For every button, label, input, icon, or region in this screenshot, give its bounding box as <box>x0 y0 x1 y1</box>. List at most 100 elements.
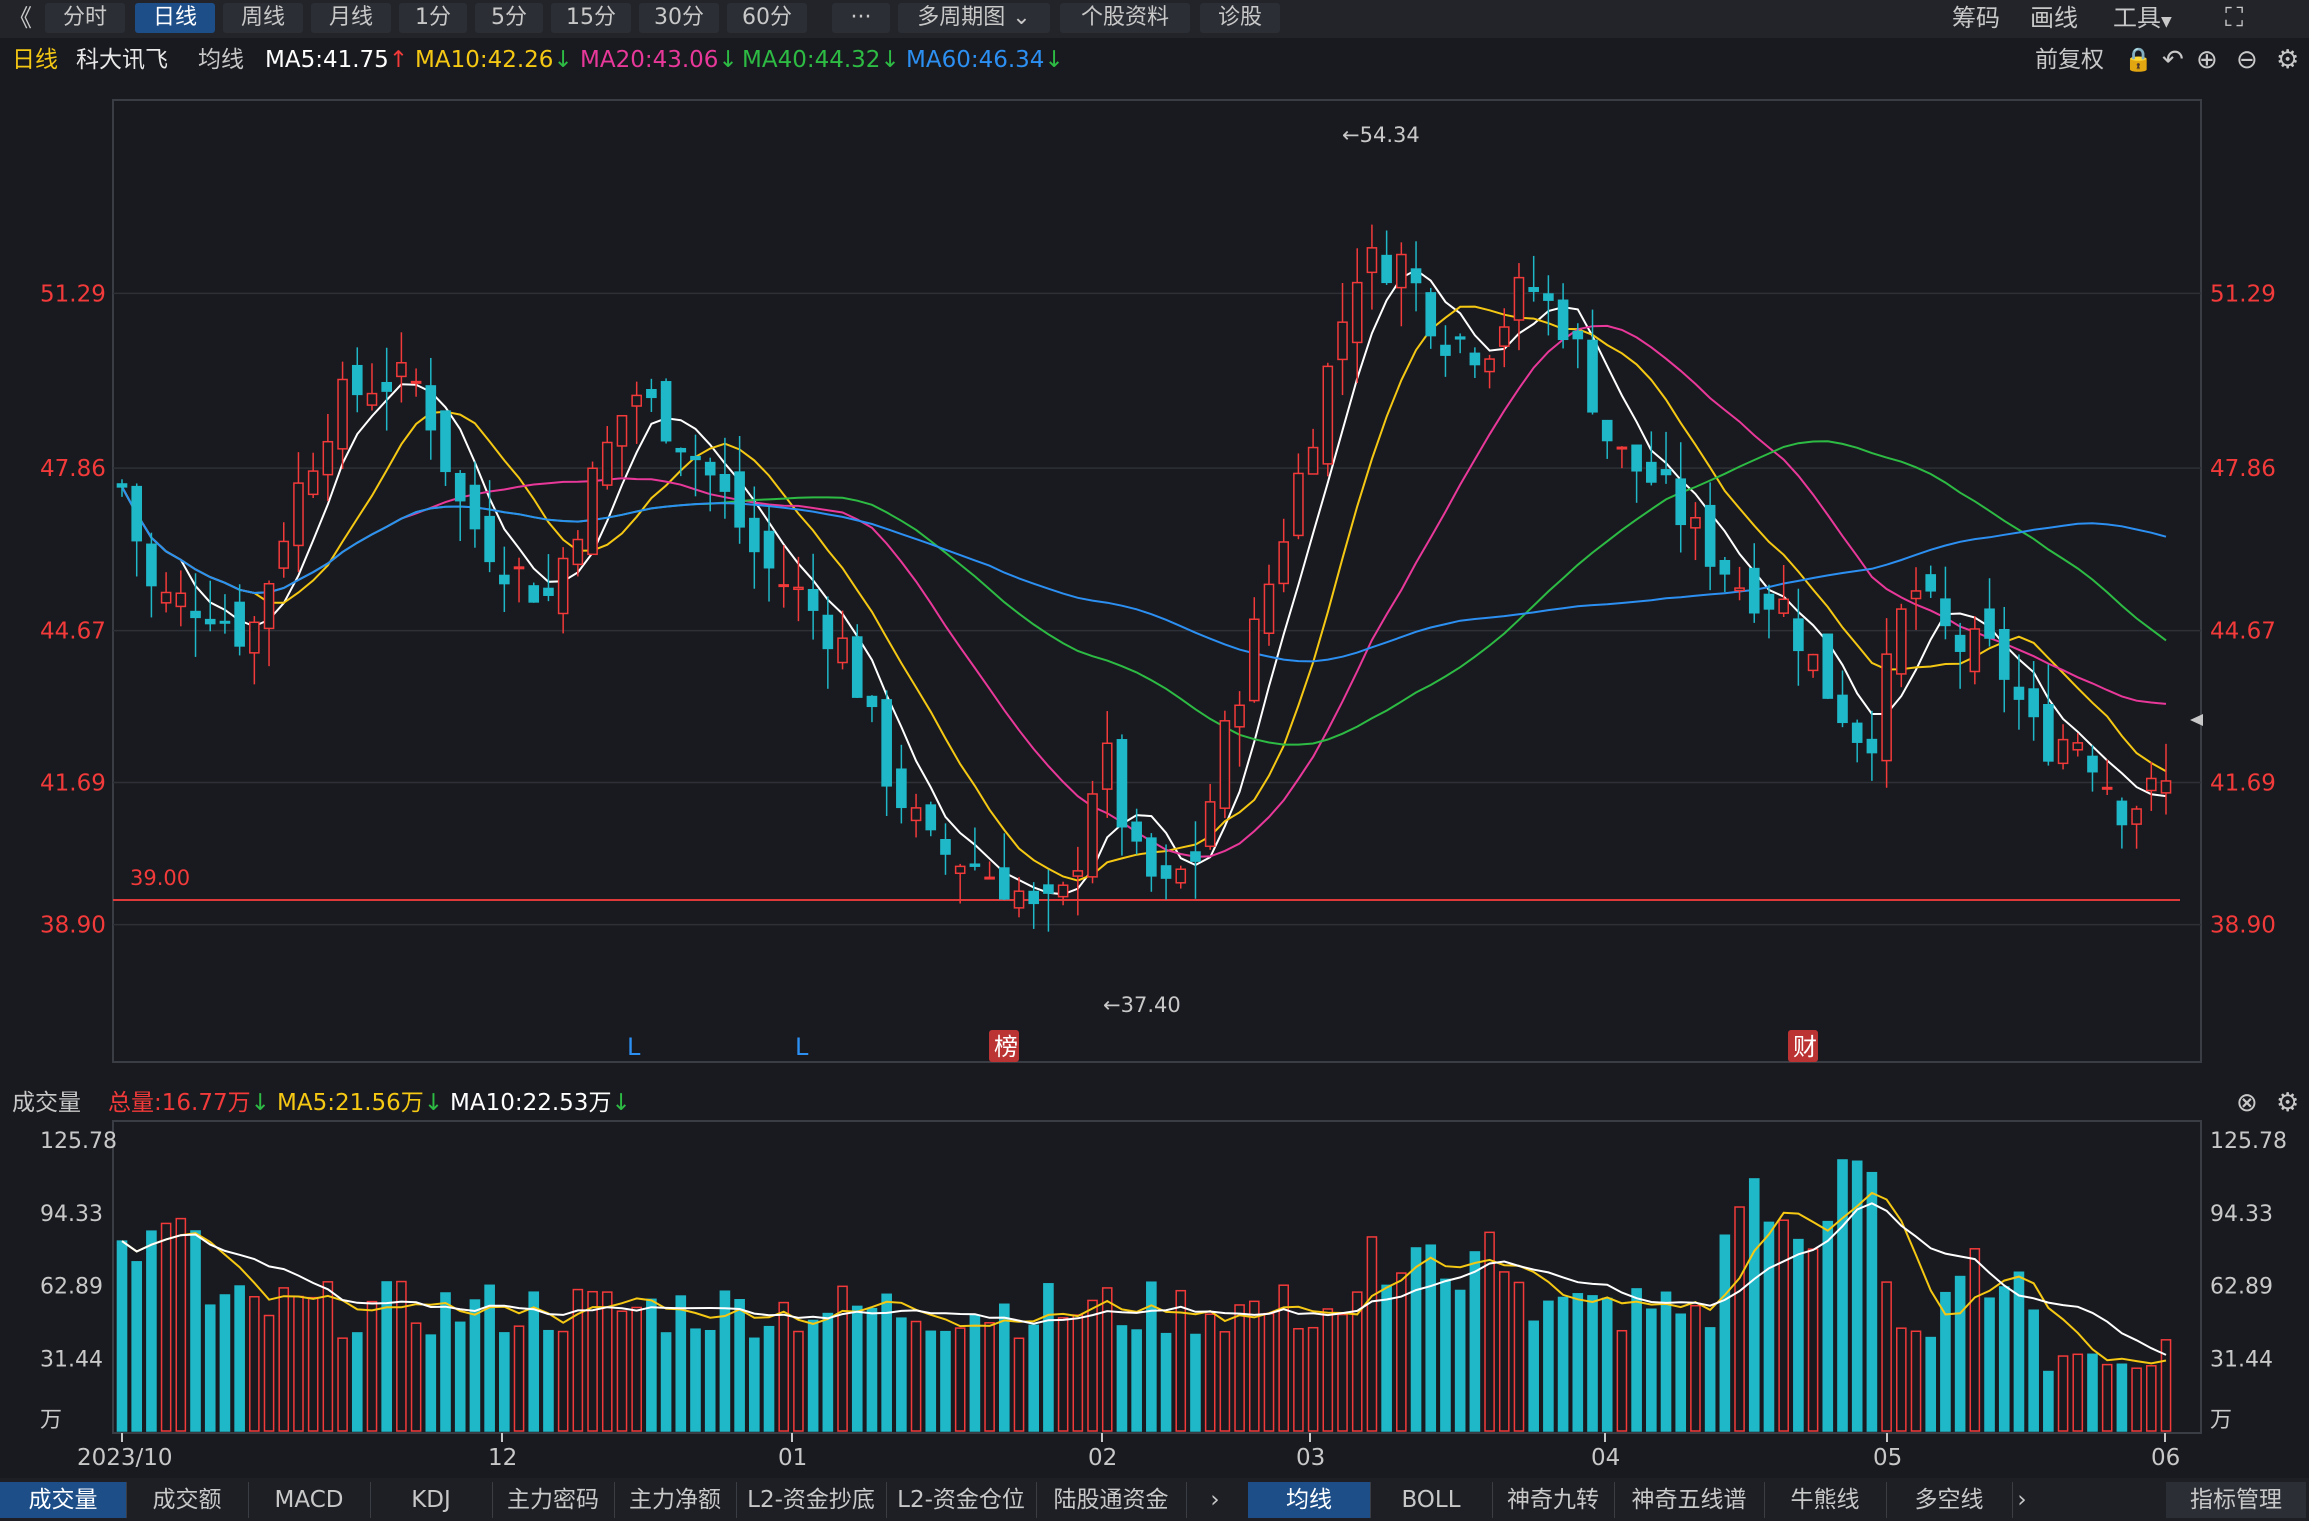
candle-body <box>1748 567 1760 614</box>
x-label: 12 <box>488 1445 517 1471</box>
volume-bar <box>337 1337 348 1432</box>
draw-line-button[interactable]: 画线 <box>2030 4 2078 32</box>
indicator-tab-8[interactable]: 陆股通资金 <box>1036 1482 1187 1518</box>
indicator-tab-0[interactable]: 成交量 <box>0 1482 127 1518</box>
candle-body <box>2057 738 2069 765</box>
indicator-manage-button[interactable]: 指标管理 <box>2166 1482 2306 1518</box>
indicator-tab-6[interactable]: L2-资金抄底 <box>736 1482 887 1518</box>
period-tab-1[interactable]: 日线 <box>135 3 215 33</box>
volume-bar <box>1925 1336 1937 1432</box>
candle-body <box>1366 247 1378 274</box>
price-label-right: 47.86 <box>2210 456 2276 482</box>
candle-body <box>1351 281 1363 344</box>
volume-bar <box>469 1299 481 1432</box>
candle-body <box>2131 808 2142 825</box>
avg-label[interactable]: 均线 <box>198 47 244 73</box>
volume-bar <box>1748 1178 1760 1432</box>
volume-settings-icon[interactable]: ⚙ <box>2276 1088 2300 1118</box>
volume-bar <box>2145 1365 2157 1432</box>
price-label-right: 41.69 <box>2210 770 2276 796</box>
indicator-tab-1[interactable]: 成交额 <box>126 1482 249 1518</box>
volume-bar <box>1219 1331 1231 1432</box>
period-tab-5[interactable]: 5分 <box>475 3 543 33</box>
x-label: 04 <box>1591 1445 1620 1471</box>
period-tab-11[interactable]: 个股资料 <box>1060 3 1190 33</box>
indicator-tab-7[interactable]: L2-资金仓位 <box>886 1482 1037 1518</box>
adjust-button[interactable]: 前复权 <box>2035 47 2104 73</box>
period-tab-0[interactable]: 分时 <box>45 3 125 33</box>
volume-bar <box>1116 1325 1128 1432</box>
period-tab-2[interactable]: 周线 <box>223 3 303 33</box>
candle-body <box>1807 653 1819 672</box>
period-tab-4[interactable]: 1分 <box>399 3 467 33</box>
candle-body <box>440 410 451 473</box>
period-tab-7[interactable]: 30分 <box>639 3 719 33</box>
settings-icon[interactable]: ⚙ <box>2276 45 2300 75</box>
period-tab-12[interactable]: 诊股 <box>1200 3 1280 33</box>
candle-body <box>1998 628 2010 680</box>
price-label-right: 51.29 <box>2210 281 2276 307</box>
candle-body <box>998 867 1010 900</box>
period-toolbar: 《 分时 日线 周线 月线 1分 5分 15分 30分 60分 ··· 多周期图 ⌄ 个股资料 诊股 筹… <box>0 0 2309 38</box>
period-tab-10[interactable]: 多周期图 ⌄ <box>898 3 1050 33</box>
indicator-tab-5[interactable]: 主力净额 <box>614 1482 737 1518</box>
volume-bar <box>1910 1330 1922 1432</box>
candle-body <box>1866 738 1878 754</box>
volume-title[interactable]: 成交量 <box>12 1090 81 1116</box>
overlay-tab-5[interactable]: 多空线 <box>1886 1482 2013 1518</box>
volume-plot-frame <box>112 1120 2202 1434</box>
volume-bar <box>1322 1308 1334 1432</box>
period-tab-8[interactable]: 60分 <box>727 3 807 33</box>
period-tab-3[interactable]: 月线 <box>311 3 391 33</box>
volume-bar <box>616 1310 628 1432</box>
overlay-tab-2[interactable]: 神奇九转 <box>1492 1482 1615 1518</box>
candle-body <box>1631 444 1642 472</box>
period-tab-9[interactable]: ··· <box>832 3 890 33</box>
overlay-tab-1[interactable]: BOLL <box>1370 1482 1493 1518</box>
volume-bar <box>116 1240 128 1432</box>
close-icon[interactable]: ⊗ <box>2236 1088 2258 1118</box>
zoom-in-icon[interactable]: ⊕ <box>2196 45 2218 75</box>
volume-legend: 成交量 总量:16.77万↓ MA5:21.56万↓ MA10:22.53万↓ … <box>0 1085 2309 1121</box>
candle-body <box>234 601 245 647</box>
scroll-right-icon[interactable]: › <box>1210 1487 1220 1513</box>
volume-bar <box>1190 1333 1201 1432</box>
price-label-left: 47.86 <box>40 456 106 482</box>
fullscreen-icon[interactable]: ⛶ <box>2225 3 2244 33</box>
tools-label: 工具 <box>2113 4 2161 32</box>
volume-bar <box>1410 1247 1422 1432</box>
indicator-tab-4[interactable]: 主力密码 <box>492 1482 615 1518</box>
volume-bar <box>2043 1370 2054 1432</box>
period-tab-6[interactable]: 15分 <box>551 3 631 33</box>
back-icon[interactable]: 《 <box>8 4 32 32</box>
price-label-right: 38.90 <box>2210 913 2276 939</box>
volume-bar <box>822 1312 834 1432</box>
price-plot-frame <box>112 99 2202 1063</box>
indicator-tabbar: 成交量 成交额 MACD KDJ 主力密码 主力净额 L2-资金抄底 L2-资金仓位 陆股通资金… <box>0 1478 2309 1521</box>
indicator-tab-2[interactable]: MACD <box>248 1482 371 1518</box>
candle-body <box>351 364 363 396</box>
zoom-out-icon[interactable]: ⊖ <box>2236 45 2258 75</box>
tools-button[interactable]: 工具▼ <box>2113 4 2172 32</box>
overlay-tab-4[interactable]: 牛熊线 <box>1764 1482 1887 1518</box>
candle-body <box>1484 358 1495 373</box>
candle-body <box>572 538 584 566</box>
volume-label-left: 万 <box>40 1408 62 1433</box>
price-label-left: 44.67 <box>40 619 106 645</box>
undo-icon[interactable]: ↶ <box>2162 45 2184 75</box>
overlay-tab-3[interactable]: 神奇五线谱 <box>1614 1482 1765 1518</box>
candle-body <box>749 517 760 553</box>
volume-bar <box>1425 1244 1437 1432</box>
candle-body <box>2116 800 2128 826</box>
volume-bar <box>837 1285 848 1432</box>
lock-icon[interactable]: 🔒 <box>2124 47 2153 73</box>
candle-body <box>1248 618 1260 702</box>
scroll-right-icon-2[interactable]: › <box>2017 1487 2027 1513</box>
overlay-tab-0[interactable]: 均线 <box>1248 1482 1371 1518</box>
volume-bar <box>1793 1238 1804 1432</box>
volume-bar <box>1557 1296 1569 1432</box>
candle-body <box>837 637 848 664</box>
indicator-tab-3[interactable]: KDJ <box>370 1482 493 1518</box>
chips-button[interactable]: 筹码 <box>1952 4 2000 32</box>
